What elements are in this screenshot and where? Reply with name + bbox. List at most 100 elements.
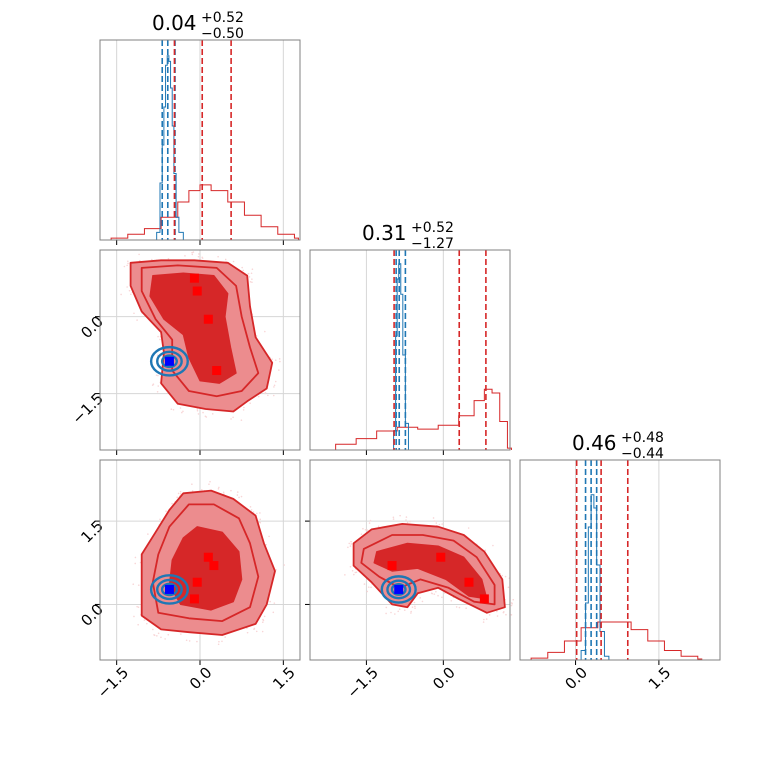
scatter-point	[230, 489, 232, 492]
title-median-2: 0.46	[572, 431, 617, 455]
scatter-point	[232, 416, 234, 419]
scatter-point	[138, 253, 140, 256]
scatter-point	[350, 543, 353, 545]
scatter-point	[172, 408, 175, 411]
scatter-point	[182, 410, 184, 413]
scatter-point	[218, 640, 220, 643]
scatter-point	[177, 492, 180, 495]
scatter-point	[176, 496, 178, 499]
red-square-marker-x0_x2-2	[192, 577, 202, 587]
scatter-point	[441, 523, 443, 525]
scatter-point	[160, 636, 162, 639]
scatter-point	[261, 630, 264, 633]
scatter-point	[283, 564, 286, 566]
scatter-point	[351, 569, 354, 572]
scatter-point	[501, 574, 504, 577]
scatter-point	[273, 602, 276, 604]
scatter-point	[157, 385, 160, 387]
scatter-point	[180, 633, 182, 635]
red-square-marker-x0_x2-1	[209, 561, 219, 571]
scatter-point	[137, 623, 139, 626]
scatter-point	[211, 413, 214, 415]
red-square-marker-x0_x1-2	[203, 314, 213, 324]
scatter-point	[240, 419, 243, 421]
scatter-point	[248, 276, 251, 278]
scatter-point	[250, 272, 253, 275]
scatter-point	[370, 586, 372, 589]
red-square-marker-x0_x2-0	[203, 552, 213, 562]
scatter-point	[410, 610, 412, 613]
scatter-point	[236, 491, 239, 493]
scatter-point	[414, 605, 416, 608]
scatter-point	[146, 622, 148, 625]
scatter-point	[265, 543, 267, 546]
scatter-point	[127, 260, 129, 263]
scatter-point	[272, 611, 275, 614]
scatter-point	[253, 628, 255, 631]
scatter-point	[274, 359, 277, 361]
red-square-marker-x1_x2-0	[387, 561, 397, 571]
scatter-point	[483, 618, 485, 621]
scatter-point	[217, 255, 219, 258]
scatter-point	[484, 549, 487, 552]
title-param-1: 0.31 +0.52 −1.27	[362, 220, 454, 252]
scatter-point	[348, 542, 351, 545]
scatter-point	[181, 411, 183, 414]
scatter-point	[482, 621, 485, 623]
scatter-point	[197, 255, 200, 258]
x-tick-label-2-1: 1.5	[645, 664, 675, 694]
scatter-point	[492, 544, 494, 547]
scatter-point	[255, 630, 258, 633]
scatter-point	[130, 293, 132, 296]
scatter-point	[151, 384, 154, 386]
scatter-point	[259, 518, 262, 521]
scatter-point	[184, 255, 186, 257]
marginal-red-hist-0	[110, 184, 299, 240]
scatter-point	[200, 489, 203, 491]
scatter-point	[433, 520, 436, 522]
scatter-point	[157, 335, 159, 338]
truth-marker-x1_x2	[394, 584, 404, 594]
scatter-point	[202, 411, 204, 414]
scatter-point	[243, 406, 245, 409]
scatter-point	[349, 565, 352, 568]
blue-contour-x1_x2-2	[380, 575, 417, 604]
scatter-point	[272, 394, 275, 397]
scatter-point	[273, 386, 275, 388]
scatter-point	[152, 628, 154, 631]
scatter-point	[385, 612, 387, 615]
scatter-point	[262, 618, 264, 621]
scatter-point	[364, 528, 367, 531]
title-median-0: 0.04	[152, 11, 197, 35]
scatter-point	[259, 512, 261, 514]
2d-panel-x0_x2: −1.5 0.0 1.51.50.0	[77, 459, 301, 702]
scatter-point	[347, 546, 349, 549]
scatter-point	[185, 639, 188, 642]
blue-contour-x1_x2-0	[390, 583, 407, 596]
blue-contour-x0_x1-1	[156, 350, 183, 372]
scatter-point	[397, 610, 400, 613]
scatter-point	[249, 506, 252, 508]
scatter-point	[419, 597, 421, 599]
scatter-point	[196, 408, 199, 410]
scatter-point	[221, 640, 223, 643]
scatter-point	[196, 409, 199, 412]
scatter-point	[218, 486, 220, 489]
scatter-point	[137, 584, 140, 586]
scatter-point	[240, 495, 243, 498]
scatter-point	[435, 590, 437, 593]
scatter-point	[275, 569, 277, 571]
scatter-point	[157, 632, 160, 635]
scatter-point	[230, 418, 232, 420]
scatter-point	[198, 253, 200, 255]
scatter-point	[390, 611, 392, 614]
scatter-point	[274, 380, 277, 383]
scatter-point	[179, 490, 182, 493]
scatter-point	[435, 522, 438, 524]
scatter-point	[264, 330, 266, 333]
scatter-point	[392, 518, 395, 520]
marginal-red-hist-2	[530, 621, 703, 660]
scatter-point	[208, 483, 210, 486]
marginal-blue-hist-0	[150, 55, 188, 241]
scatter-point	[165, 510, 167, 513]
